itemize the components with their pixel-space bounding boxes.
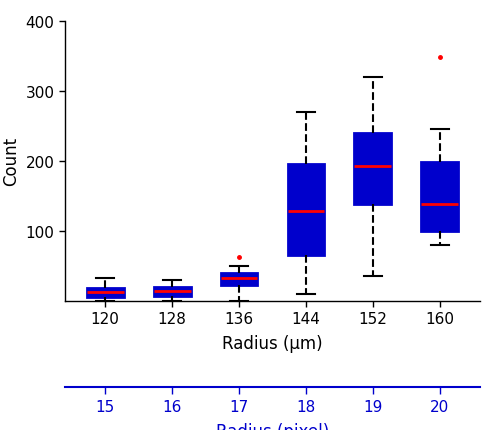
X-axis label: Radius (µm): Radius (µm) [222, 335, 323, 353]
PathPatch shape [220, 273, 258, 286]
PathPatch shape [154, 287, 190, 296]
X-axis label: Radius (pixel): Radius (pixel) [216, 422, 329, 430]
PathPatch shape [422, 163, 458, 231]
PathPatch shape [354, 133, 392, 205]
PathPatch shape [87, 289, 124, 298]
Y-axis label: Count: Count [2, 137, 20, 186]
PathPatch shape [288, 165, 325, 255]
